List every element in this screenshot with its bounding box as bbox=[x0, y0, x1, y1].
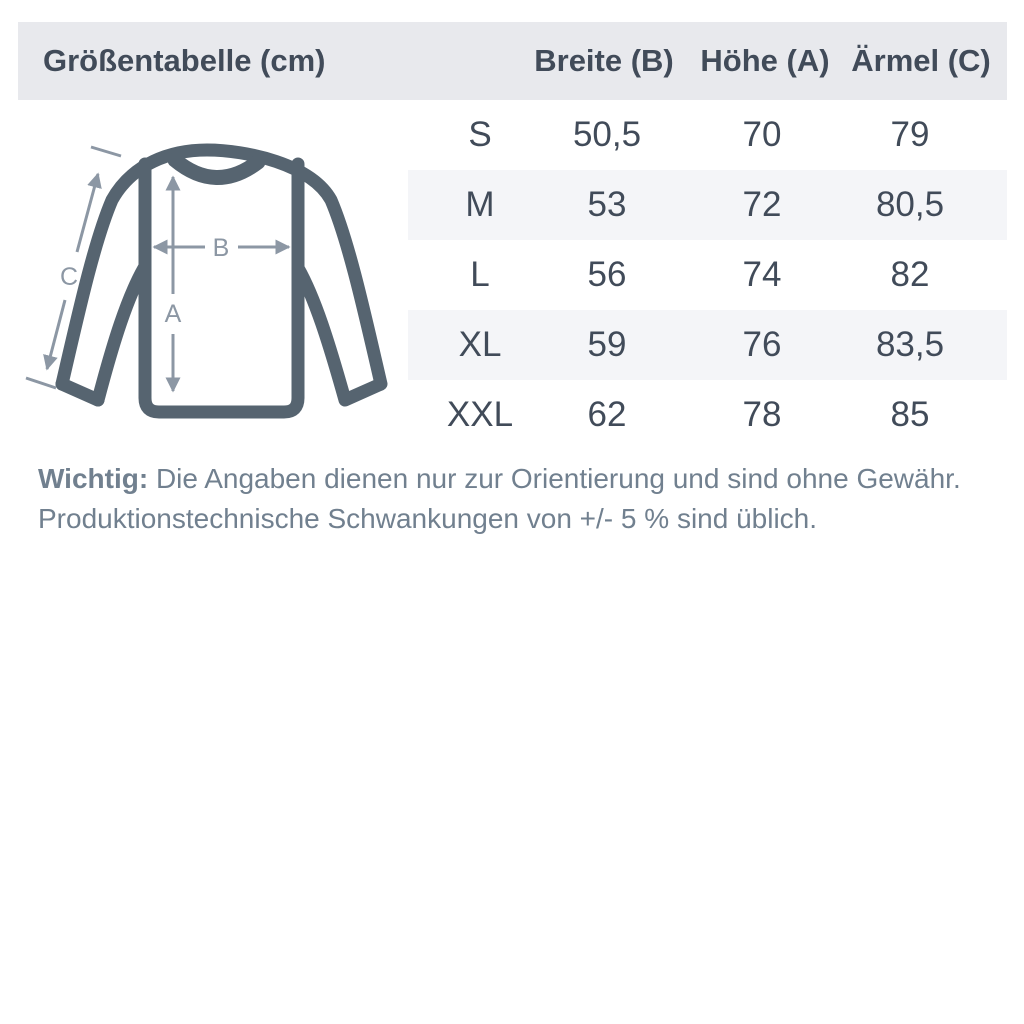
cell-aermel: 83,5 bbox=[875, 325, 945, 364]
label-b: B bbox=[213, 234, 230, 262]
cell-breite: 53 bbox=[587, 185, 627, 224]
disclaimer-line1: Die Angaben dienen nur zur Orientierung … bbox=[155, 463, 961, 494]
cell-aermel: 85 bbox=[890, 395, 930, 434]
label-a: A bbox=[165, 300, 182, 328]
cell-size: S bbox=[468, 115, 492, 154]
table-row: XXL 62 78 85 bbox=[408, 380, 1007, 450]
cell-breite: 50,5 bbox=[572, 115, 642, 154]
cell-size: M bbox=[465, 185, 495, 224]
cell-size: XL bbox=[458, 325, 502, 364]
cell-size: XXL bbox=[446, 395, 514, 434]
disclaimer-note: Wichtig: Die Angaben dienen nur zur Orie… bbox=[38, 459, 988, 539]
cell-hoehe: 78 bbox=[742, 395, 782, 434]
cell-breite: 59 bbox=[587, 325, 627, 364]
cell-breite: 62 bbox=[587, 395, 627, 434]
disclaimer-line2: Produktionstechnische Schwankungen von +… bbox=[38, 503, 818, 534]
arrow-c-up bbox=[75, 172, 102, 253]
cell-aermel: 80,5 bbox=[875, 185, 945, 224]
tick-c-bottom bbox=[25, 376, 57, 390]
disclaimer-bold-label: Wichtig: bbox=[38, 463, 149, 494]
table-row: XL 59 76 83,5 bbox=[408, 310, 1007, 380]
page-title: Größentabelle (cm) bbox=[43, 43, 326, 78]
cell-aermel: 82 bbox=[890, 255, 930, 294]
cell-hoehe: 74 bbox=[742, 255, 782, 294]
sweater-measurement-diagram: A B C bbox=[25, 143, 388, 419]
cell-size: L bbox=[470, 255, 490, 294]
size-table-rows: S 50,5 70 79 M 53 72 80,5 L 56 74 82 XL 59 76 83,5 XXL 62… bbox=[408, 100, 1007, 450]
column-header-hoehe: Höhe (A) bbox=[700, 43, 830, 78]
table-row: M 53 72 80,5 bbox=[408, 170, 1007, 240]
arrow-c-down bbox=[43, 299, 67, 371]
cell-hoehe: 76 bbox=[742, 325, 782, 364]
cell-breite: 56 bbox=[587, 255, 627, 294]
cell-aermel: 79 bbox=[890, 115, 930, 154]
cell-hoehe: 72 bbox=[742, 185, 782, 224]
column-header-breite: Breite (B) bbox=[534, 43, 674, 78]
table-row: S 50,5 70 79 bbox=[408, 100, 1007, 170]
table-row: L 56 74 82 bbox=[408, 240, 1007, 310]
cell-hoehe: 70 bbox=[742, 115, 782, 154]
label-c: C bbox=[60, 263, 78, 291]
tick-c-top bbox=[90, 145, 122, 158]
sweater-outline-icon bbox=[55, 143, 388, 419]
size-chart-header: Größentabelle (cm) Breite (B) Höhe (A) Ä… bbox=[18, 22, 1007, 100]
measurement-arrows bbox=[25, 145, 291, 393]
column-header-aermel: Ärmel (C) bbox=[851, 43, 991, 78]
